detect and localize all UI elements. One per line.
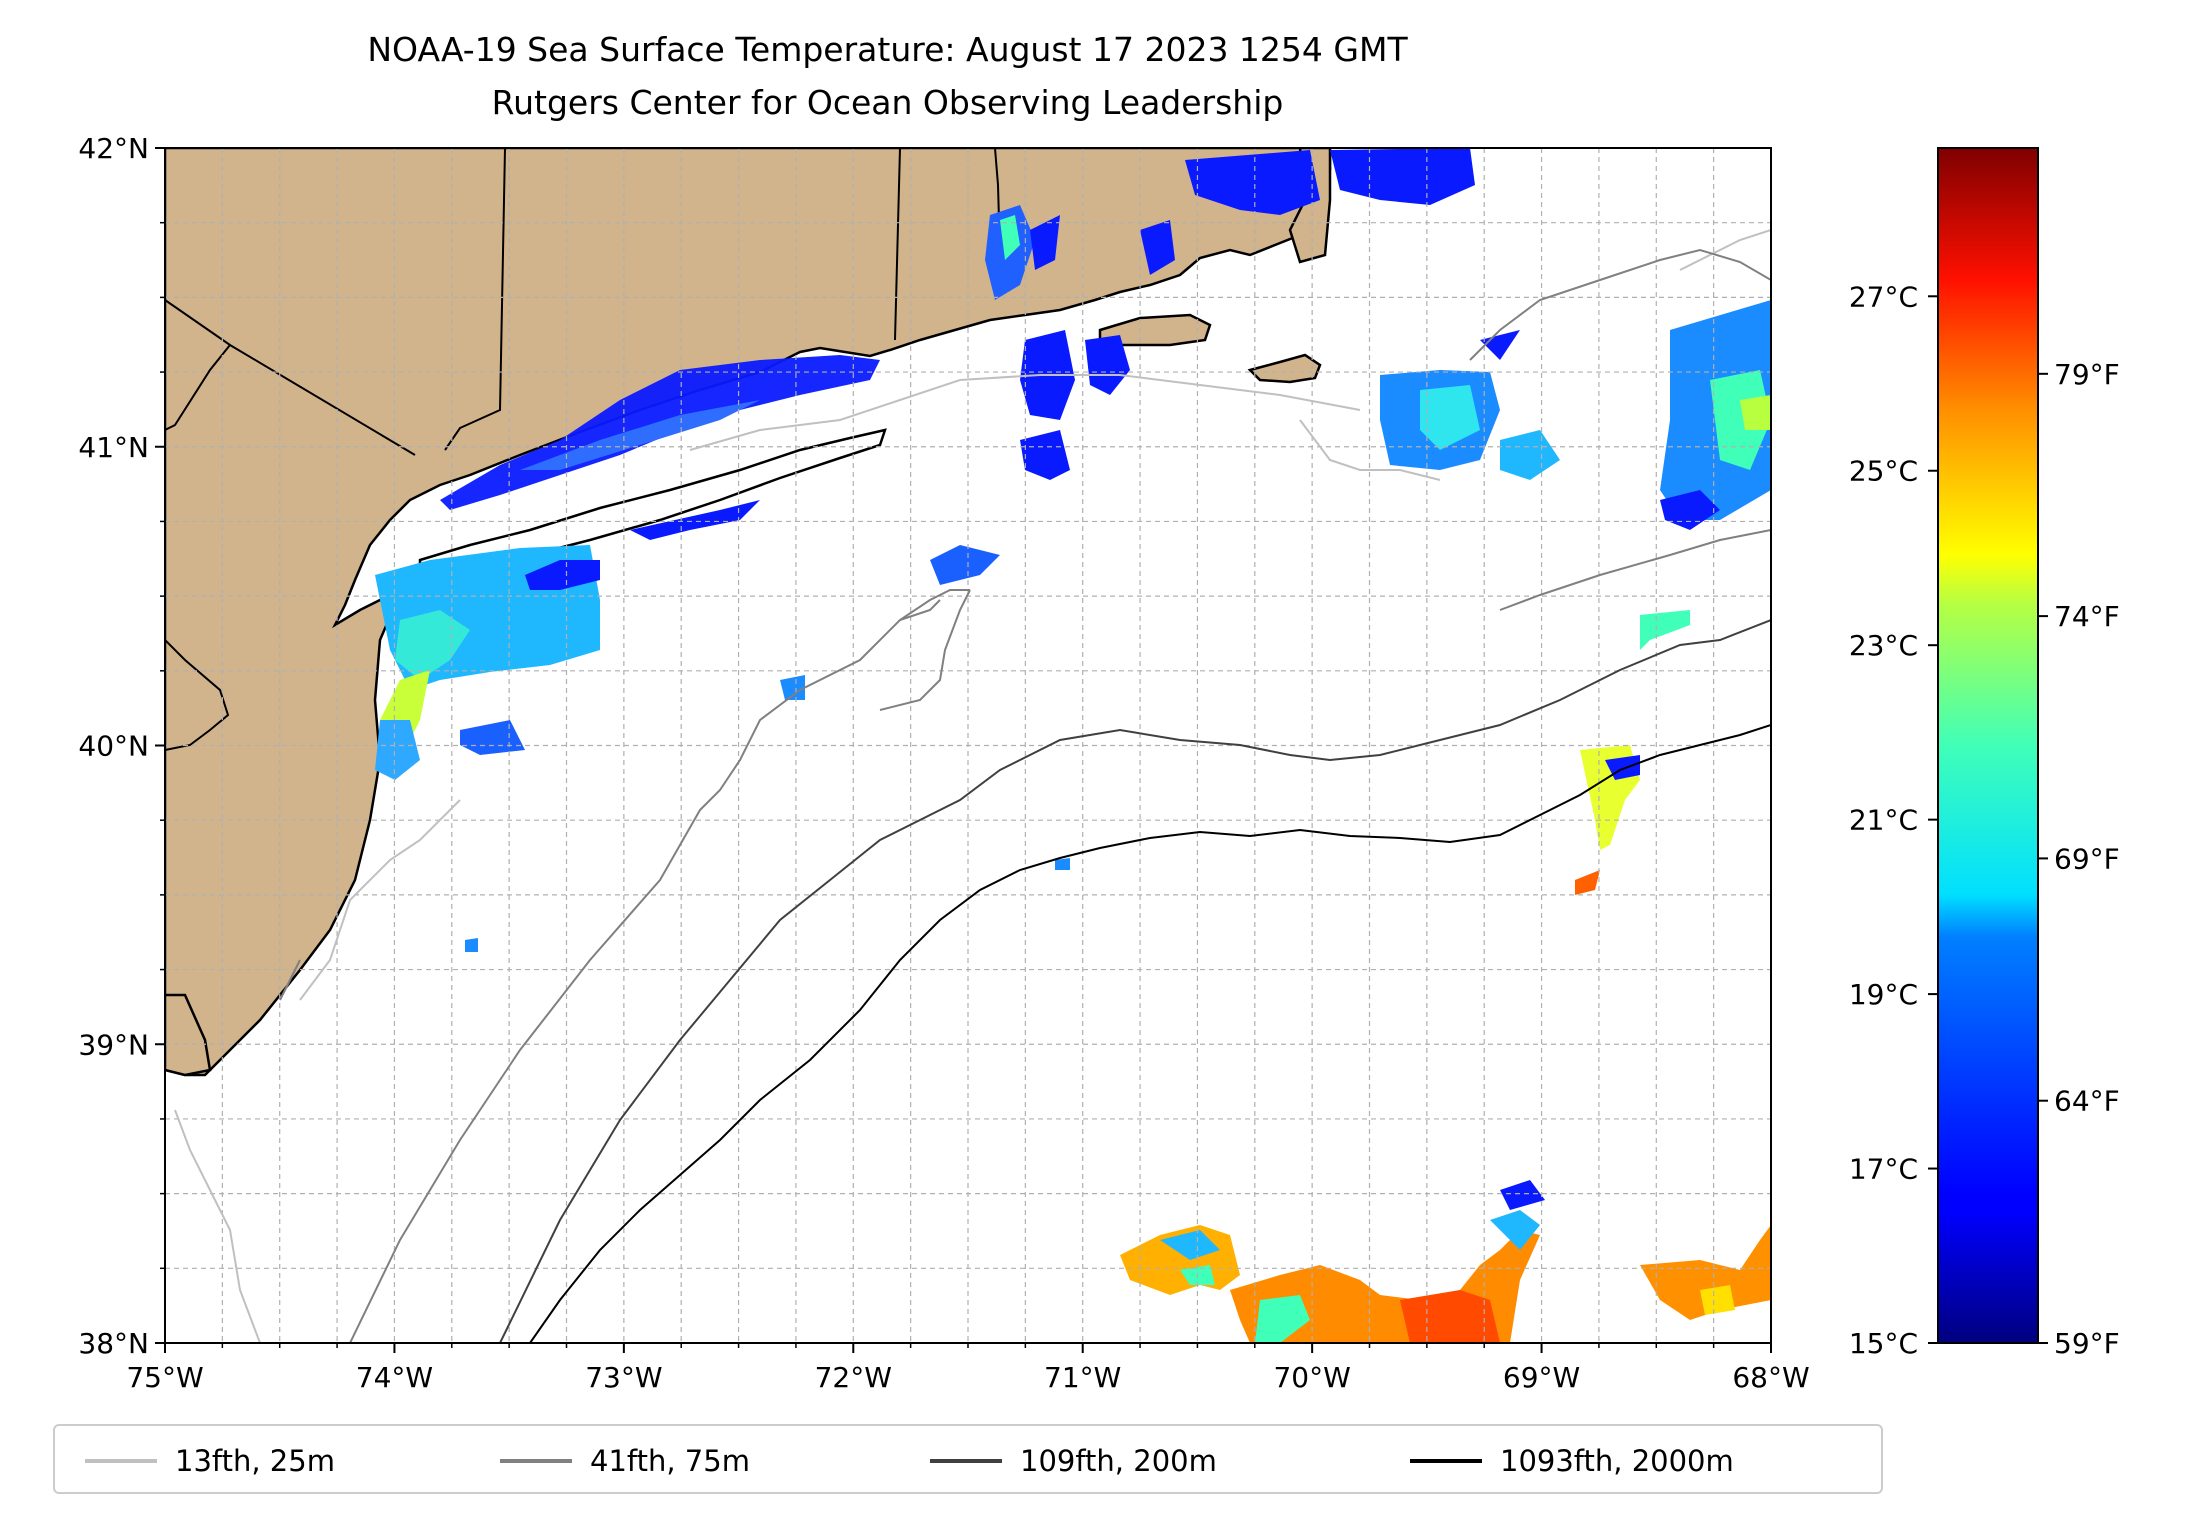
lat-tick-label: 38°N <box>78 1327 149 1360</box>
celsius-tick-label: 23°C <box>1849 629 1918 662</box>
contour-legend: 13fth, 25m 41fth, 75m 109fth, 200m 1093f… <box>53 1424 1883 1494</box>
chart-subtitle: Rutgers Center for Ocean Observing Leade… <box>491 83 1284 122</box>
lon-tick-label: 72°W <box>815 1361 892 1394</box>
lon-tick-label: 74°W <box>356 1361 433 1394</box>
state-borders <box>165 148 1011 751</box>
legend-swatch-200m <box>930 1459 1002 1463</box>
colorbar-fahrenheit-axis: 79°F 74°F 69°F 64°F 59°F <box>2038 358 2120 1360</box>
legend-swatch-75m <box>500 1459 572 1463</box>
lon-tick-label: 71°W <box>1044 1361 1121 1394</box>
legend-item: 13fth, 25m <box>85 1426 335 1496</box>
contour-200m <box>499 619 1771 1343</box>
fahrenheit-tick-label: 69°F <box>2054 842 2120 875</box>
legend-swatch-25m <box>85 1459 157 1463</box>
legend-label: 13fth, 25m <box>175 1444 335 1478</box>
celsius-tick-label: 27°C <box>1849 280 1918 313</box>
fahrenheit-tick-label: 74°F <box>2054 600 2120 633</box>
lat-tick-label: 40°N <box>78 730 149 763</box>
celsius-tick-label: 17°C <box>1849 1153 1918 1186</box>
legend-label: 41fth, 75m <box>590 1444 750 1478</box>
fahrenheit-tick-label: 64°F <box>2054 1085 2120 1118</box>
fahrenheit-tick-label: 79°F <box>2054 358 2120 391</box>
contour-2000m <box>529 724 1771 1343</box>
lat-tick-label: 41°N <box>78 431 149 464</box>
lon-axis: 75°W 74°W 73°W 72°W 71°W 70°W 69°W 68°W <box>126 1343 1810 1394</box>
lon-tick-label: 69°W <box>1503 1361 1580 1394</box>
celsius-tick-label: 21°C <box>1849 804 1918 837</box>
lat-tick-label: 39°N <box>78 1028 149 1061</box>
colorbar-celsius-axis: 27°C 25°C 23°C 21°C 19°C 17°C 15°C <box>1849 280 1938 1360</box>
fahrenheit-tick-label: 59°F <box>2054 1327 2120 1360</box>
legend-label: 1093fth, 2000m <box>1500 1444 1734 1478</box>
lon-tick-label: 73°W <box>585 1361 662 1394</box>
celsius-tick-label: 25°C <box>1849 455 1918 488</box>
lon-tick-label: 70°W <box>1273 1361 1350 1394</box>
legend-label: 109fth, 200m <box>1020 1444 1217 1478</box>
contour-25m <box>174 229 1771 1343</box>
legend-item: 109fth, 200m <box>930 1426 1217 1496</box>
celsius-tick-label: 19°C <box>1849 978 1918 1011</box>
lat-tick-label: 42°N <box>78 132 149 165</box>
lat-axis: 42°N 41°N 40°N 39°N 38°N <box>78 132 165 1360</box>
celsius-tick-label: 15°C <box>1849 1327 1918 1360</box>
land-delmarva <box>165 993 212 1077</box>
contour-75m <box>279 248 1771 1343</box>
legend-swatch-2000m <box>1410 1459 1482 1463</box>
legend-item: 41fth, 75m <box>500 1426 750 1496</box>
chart-title: NOAA-19 Sea Surface Temperature: August … <box>367 30 1408 69</box>
legend-item: 1093fth, 2000m <box>1410 1426 1734 1496</box>
lon-tick-label: 75°W <box>126 1361 203 1394</box>
lon-tick-label: 68°W <box>1732 1361 1809 1394</box>
colorbar <box>1937 147 2039 1344</box>
